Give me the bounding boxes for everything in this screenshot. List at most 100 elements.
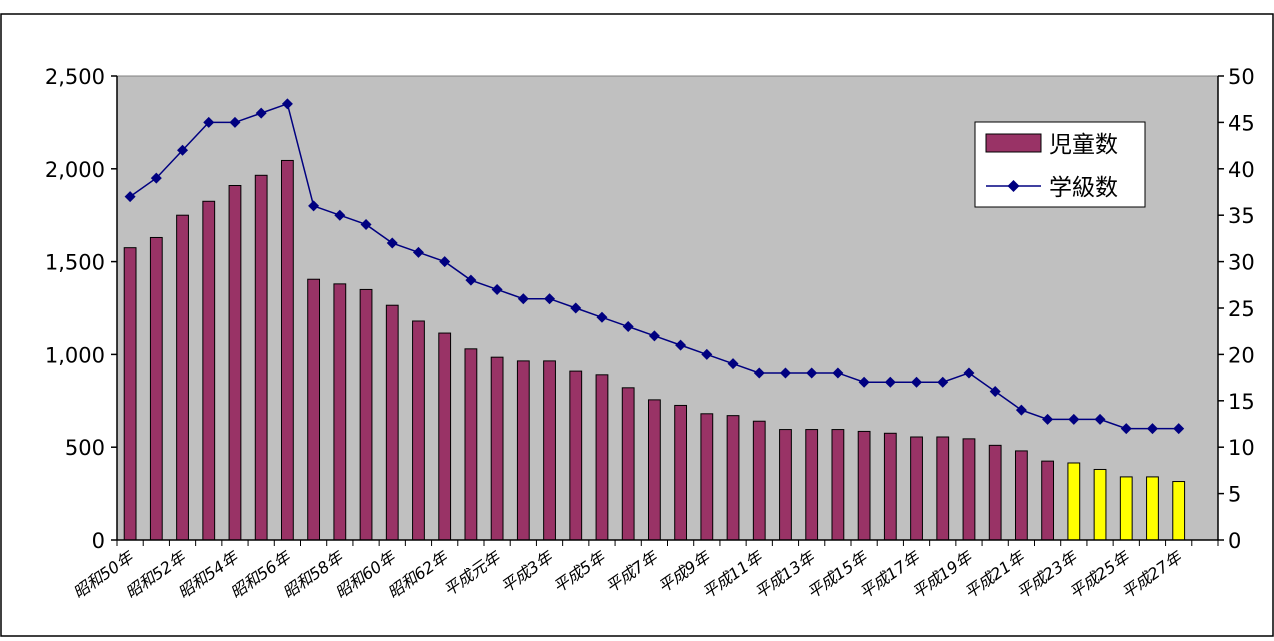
bar-平成14年 <box>831 429 845 541</box>
bar-平成16年 <box>883 432 897 541</box>
line-marker-平成17年 <box>911 376 923 388</box>
line-marker-平成6年 <box>622 321 634 333</box>
line-marker-昭和61年 <box>412 246 424 258</box>
bar-平成8年 <box>674 404 688 541</box>
line-marker-平成23年 <box>1068 413 1080 425</box>
bar-平成13年 <box>805 429 819 541</box>
bar-平成21年 <box>1014 450 1028 541</box>
bar-平成2年 <box>516 360 530 541</box>
bar-昭和55年 <box>254 174 268 541</box>
line-marker-平成3年 <box>544 293 556 305</box>
bar-平成26年 <box>1146 476 1159 541</box>
bar-平成20年 <box>988 444 1002 541</box>
line-marker-昭和63年 <box>465 274 477 286</box>
legend-label-line: 学級数 <box>1049 175 1118 201</box>
bar-昭和50年 <box>123 247 137 541</box>
y-right-tick-label: 20 <box>1228 343 1255 367</box>
y-right-tick-label: 35 <box>1228 204 1255 228</box>
line-marker-平成27年 <box>1173 423 1185 435</box>
line-marker-平成19年 <box>963 367 975 379</box>
line-marker-平成元年 <box>491 283 503 295</box>
line-marker-昭和60年 <box>386 237 398 249</box>
bar-昭和51年 <box>149 236 163 541</box>
y-right-tick-label: 30 <box>1228 251 1255 275</box>
bar-昭和58年 <box>333 283 347 541</box>
line-marker-平成18年 <box>937 376 949 388</box>
bar-平成27年 <box>1172 481 1186 541</box>
line-marker-平成7年 <box>648 330 660 342</box>
bar-series <box>123 159 1186 541</box>
line-marker-昭和62年 <box>439 256 451 268</box>
bar-平成11年 <box>752 420 766 541</box>
legend-diamond-marker <box>1007 180 1020 192</box>
line-marker-平成12年 <box>779 367 791 379</box>
y-left-tick-label: 500 <box>65 436 105 460</box>
legend-label-bar: 児童数 <box>1049 132 1118 158</box>
line-marker-昭和59年 <box>360 218 372 230</box>
bar-平成25年 <box>1119 476 1133 541</box>
line-marker-昭和51年 <box>150 172 162 184</box>
legend: 児童数 学級数 <box>974 121 1146 208</box>
line-marker-平成25年 <box>1120 423 1132 435</box>
y-right-tick-label: 40 <box>1228 158 1255 182</box>
bar-昭和57年 <box>307 278 321 541</box>
bar-昭和52年 <box>176 214 189 541</box>
bar-平成12年 <box>779 429 792 541</box>
bar-平成23年 <box>1067 462 1081 541</box>
line-marker-平成10年 <box>727 358 739 370</box>
bar-昭和61年 <box>412 320 425 541</box>
line-marker-平成20年 <box>989 386 1001 398</box>
bar-平成4年 <box>569 370 583 541</box>
line-marker-昭和50年 <box>124 191 136 203</box>
line-marker-昭和54年 <box>229 116 241 128</box>
line-marker-平成15年 <box>858 376 870 388</box>
bar-平成24年 <box>1093 468 1107 541</box>
bar-昭和63年 <box>464 348 478 541</box>
line-marker-昭和58年 <box>334 209 346 221</box>
line-marker-平成16年 <box>884 376 896 388</box>
bar-昭和60年 <box>385 304 399 541</box>
y-left-tick-label: 0 <box>92 529 105 553</box>
line-marker-昭和53年 <box>203 116 215 128</box>
bar-昭和56年 <box>280 159 294 541</box>
bar-平成15年 <box>857 430 871 541</box>
legend-swatch-bar <box>985 133 1042 153</box>
y-right-tick-label: 15 <box>1228 390 1255 414</box>
bar-平成10年 <box>726 415 740 541</box>
y-right-tick-label: 25 <box>1228 297 1255 321</box>
y-left-tick-label: 1,500 <box>45 251 105 275</box>
line-marker-平成5年 <box>596 311 608 323</box>
bar-平成19年 <box>962 438 976 541</box>
line-marker-平成14年 <box>832 367 844 379</box>
bar-平成3年 <box>543 360 556 541</box>
bar-昭和54年 <box>228 185 242 541</box>
line-marker-平成11年 <box>753 367 765 379</box>
line-marker-平成13年 <box>806 367 818 379</box>
line-marker-昭和55年 <box>255 107 267 119</box>
line-marker-平成8年 <box>675 339 687 351</box>
line-marker-昭和56年 <box>281 98 293 110</box>
line-series <box>124 98 1185 435</box>
bar-昭和62年 <box>438 332 452 541</box>
bar-平成元年 <box>490 356 504 541</box>
bar-平成17年 <box>910 436 923 541</box>
bar-平成7年 <box>647 399 661 541</box>
line-marker-平成2年 <box>517 293 529 305</box>
line-marker-平成21年 <box>1015 404 1027 416</box>
y-right-tick-label: 10 <box>1228 436 1255 460</box>
y-right-tick-label: 45 <box>1228 111 1255 135</box>
y-left-tick-label: 2,000 <box>45 158 105 182</box>
line-marker-平成9年 <box>701 348 713 360</box>
y-left-tick-label: 1,000 <box>45 343 105 367</box>
bar-平成18年 <box>936 436 950 541</box>
line-marker-平成4年 <box>570 302 582 314</box>
y-right-tick-label: 50 <box>1228 65 1255 89</box>
bar-昭和53年 <box>202 200 216 541</box>
line-marker-昭和52年 <box>177 144 189 156</box>
line-marker-平成24年 <box>1094 413 1106 425</box>
y-left-tick-label: 2,500 <box>45 65 105 89</box>
line-marker-平成22年 <box>1042 413 1054 425</box>
bar-昭和59年 <box>359 288 373 541</box>
